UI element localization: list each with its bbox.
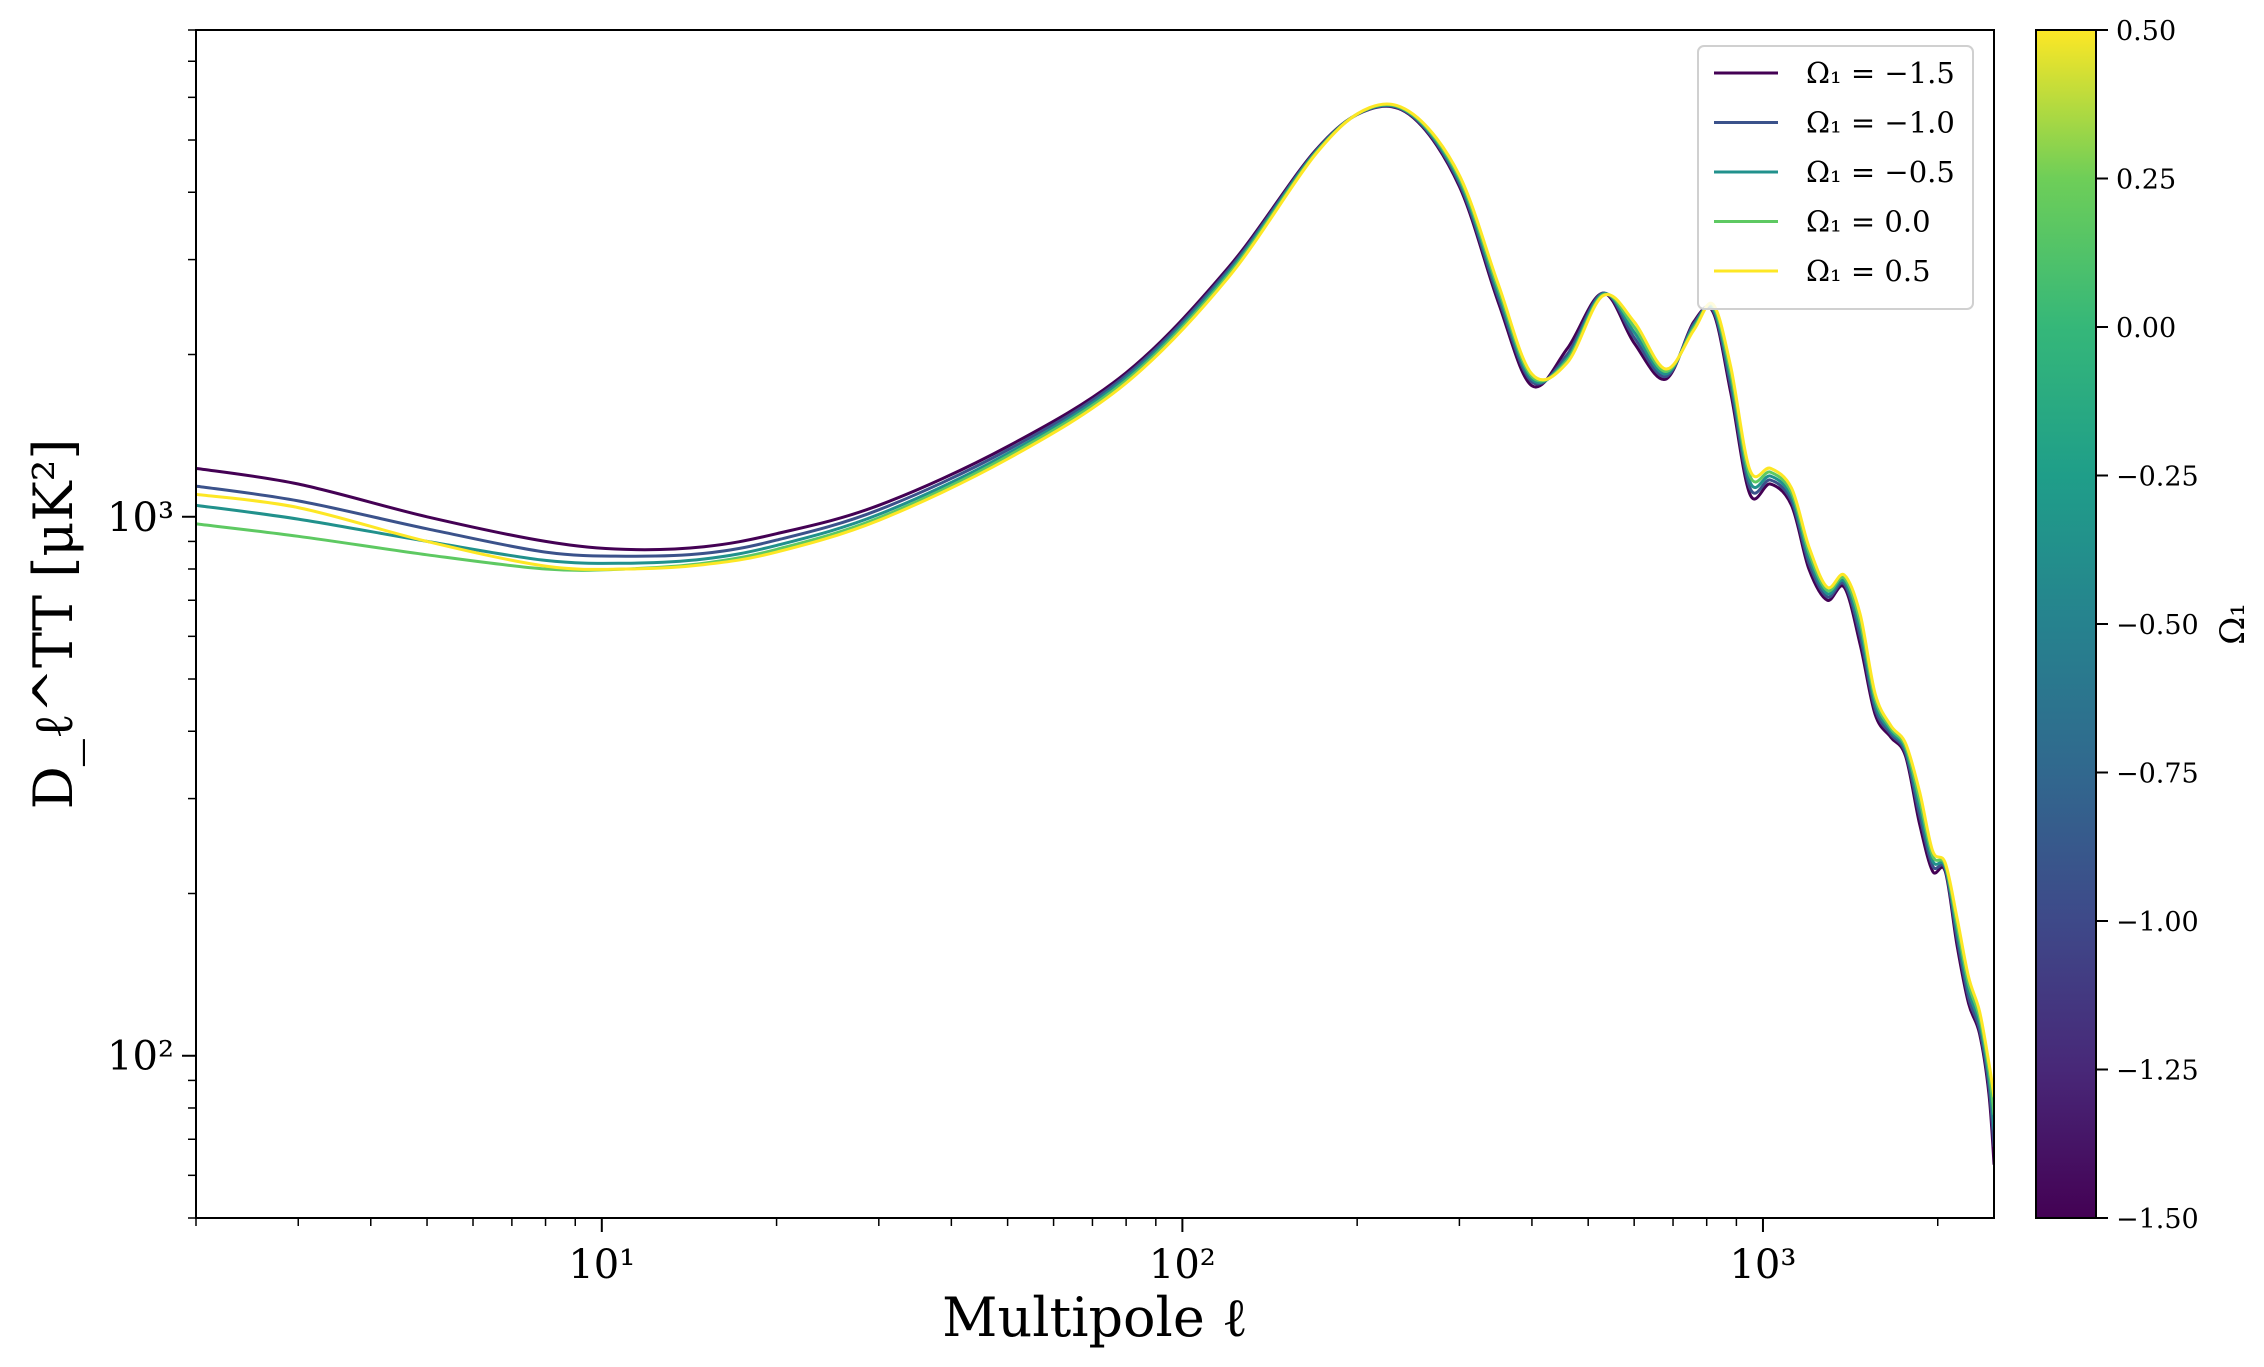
y-tick-label: 10²: [107, 1034, 174, 1080]
legend-label: Ω₁ = −1.5: [1806, 56, 1955, 90]
colorbar-tick-label: −0.50: [2116, 610, 2199, 641]
series-line-4: [196, 102, 1994, 1099]
plot-frame: [195, 29, 1995, 1219]
legend: Ω₁ = −1.5 Ω₁ = −1.0 Ω₁ = −0.5 Ω₁ = 0.0 Ω₁ = …: [1697, 45, 1974, 310]
curve-layer: [196, 102, 1994, 1166]
y-axis-ticks: 10² 10³: [107, 29, 196, 1219]
legend-label: Ω₁ = 0.5: [1806, 254, 1931, 288]
legend-label: Ω₁ = 0.0: [1806, 205, 1931, 239]
colorbar-label: Ω₁: [2213, 603, 2253, 645]
legend-entries: Ω₁ = −1.5 Ω₁ = −1.0 Ω₁ = −0.5 Ω₁ = 0.0 Ω₁ = …: [1714, 56, 1955, 288]
x-axis-ticks: 10¹ 10² 10³: [195, 1218, 1939, 1288]
y-tick-label: 10³: [107, 495, 174, 541]
colorbar-tick-label: −1.25: [2116, 1056, 2199, 1087]
colorbar-ticks: 0.50 0.25 0.00 −0.25 −0.50 −0.75 −1.00 −1.25 −1.…: [2096, 16, 2199, 1235]
colorbar-gradient: [2035, 29, 2097, 1219]
x-tick-label: 10²: [1149, 1242, 1216, 1288]
legend-label: Ω₁ = −0.5: [1806, 155, 1955, 189]
colorbar-tick-label: 0.00: [2116, 313, 2176, 344]
colorbar: 0.50 0.25 0.00 −0.25 −0.50 −0.75 −1.00 −1.25 −1.…: [2035, 16, 2253, 1235]
colorbar-tick-label: 0.25: [2116, 165, 2176, 196]
colorbar-tick-label: −0.75: [2116, 759, 2199, 790]
colorbar-tick-label: 0.50: [2116, 16, 2176, 47]
colorbar-tick-label: −1.50: [2116, 1204, 2199, 1235]
x-tick-label: 10³: [1729, 1242, 1796, 1288]
x-axis-label: Multipole ℓ: [942, 1286, 1248, 1349]
colorbar-tick-label: −0.25: [2116, 462, 2199, 493]
y-axis-label: D_ℓ^TT [μK²]: [22, 439, 85, 810]
colorbar-tick-label: −1.00: [2116, 907, 2199, 938]
x-tick-label: 10¹: [568, 1242, 635, 1288]
legend-box: [1697, 45, 1974, 310]
legend-label: Ω₁ = −1.0: [1806, 106, 1955, 140]
